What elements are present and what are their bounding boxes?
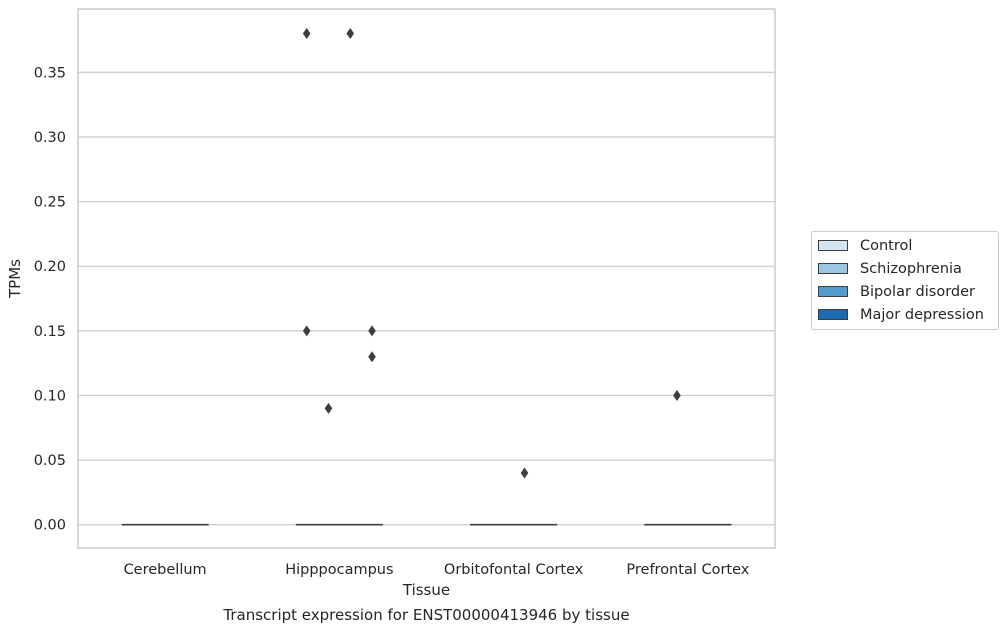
legend-item: Major depression bbox=[812, 303, 998, 326]
legend-item: Control bbox=[812, 234, 998, 257]
outlier-point bbox=[324, 402, 333, 414]
y-tick-labels: 0.00 0.05 0.10 0.15 0.20 0.25 0.30 0.35 bbox=[34, 65, 66, 533]
outlier-point bbox=[368, 351, 376, 363]
y-tick-label: 0.25 bbox=[34, 195, 66, 211]
legend: Control Schizophrenia Bipolar disorder Majo… bbox=[811, 231, 999, 330]
legend-swatch bbox=[818, 286, 848, 297]
y-tick-label: 0.20 bbox=[34, 259, 66, 275]
x-tick-label: Cerebellum bbox=[124, 562, 207, 578]
legend-swatch bbox=[818, 263, 848, 274]
outlier-point bbox=[302, 28, 311, 40]
legend-swatch bbox=[818, 240, 848, 251]
legend-item: Schizophrenia bbox=[812, 257, 998, 280]
plot-frame bbox=[77, 8, 776, 549]
y-tick-label: 0.35 bbox=[34, 65, 66, 81]
y-tick-label: 0.30 bbox=[34, 130, 66, 146]
x-tick-label: Prefrontal Cortex bbox=[626, 562, 749, 578]
legend-item: Bipolar disorder bbox=[812, 280, 998, 303]
y-tick-label: 0.15 bbox=[34, 324, 66, 340]
legend-label: Bipolar disorder bbox=[860, 283, 975, 300]
legend-label: Schizophrenia bbox=[860, 260, 962, 277]
outlier-point bbox=[520, 467, 529, 479]
outlier-point bbox=[368, 325, 376, 337]
y-axis-label: TPMs bbox=[6, 259, 24, 299]
gridlines bbox=[78, 71, 775, 526]
figure-caption: Transcript expression for ENST0000041394… bbox=[223, 606, 630, 624]
x-axis-label: Tissue bbox=[402, 581, 450, 599]
outliers-layer bbox=[302, 28, 681, 479]
x-tick-label: Hipppocampus bbox=[285, 562, 393, 578]
legend-swatch bbox=[818, 309, 848, 320]
y-tick-label: 0.05 bbox=[34, 453, 66, 469]
legend-label: Control bbox=[860, 237, 913, 254]
outlier-point bbox=[346, 28, 355, 40]
x-tick-label: Orbitofontal Cortex bbox=[444, 562, 584, 578]
y-tick-label: 0.00 bbox=[34, 518, 66, 534]
y-tick-label: 0.10 bbox=[34, 388, 66, 404]
outlier-point bbox=[302, 325, 311, 337]
outlier-point bbox=[673, 389, 681, 401]
x-tick-labels: Cerebellum Hipppocampus Orbitofontal Corte… bbox=[124, 562, 750, 578]
legend-label: Major depression bbox=[860, 306, 984, 323]
